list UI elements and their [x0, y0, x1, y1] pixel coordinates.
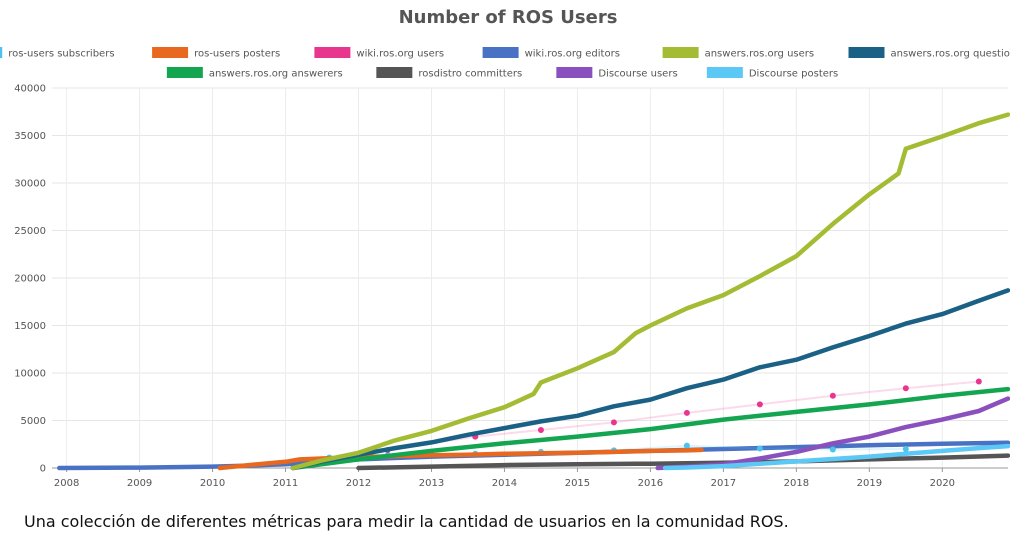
series-answers-ros-org-users — [290, 112, 1010, 471]
y-tick-label: 10000 — [14, 369, 46, 380]
data-point — [902, 446, 909, 452]
series-line — [662, 443, 1010, 471]
legend-item-wiki-ros-org-users[interactable]: wiki.ros.org users — [314, 47, 444, 60]
data-point — [829, 392, 836, 399]
legend-swatch — [314, 47, 351, 58]
legend-label: wiki.ros.org users — [356, 49, 444, 60]
data-point — [756, 445, 763, 452]
series-line — [290, 386, 1010, 471]
series-line — [356, 453, 1010, 471]
x-tick-label: 2014 — [492, 478, 517, 489]
legend-item-wiki-ros-org-editors[interactable]: wiki.ros.org editors — [482, 47, 620, 60]
legend-label: ros-users posters — [194, 49, 280, 60]
series-rosdistro-committers — [356, 453, 1010, 471]
legend-item-rosdistro-committers[interactable]: rosdistro committers — [376, 67, 522, 80]
axes: 0 5000 10000 15000 20000 25000 30000 35000 40000… — [14, 84, 1008, 489]
x-tick-label: 2018 — [784, 478, 809, 489]
legend-label: rosdistro committers — [418, 69, 522, 80]
series-wiki-ros-org-users — [384, 378, 982, 453]
series-line — [290, 112, 1010, 471]
series-line — [290, 288, 1010, 471]
legend-swatch — [0, 47, 3, 58]
legend-item-answers-ros-org-questioners[interactable]: answers.ros.org questioners — [848, 47, 1010, 60]
data-point — [683, 409, 690, 416]
legend: ros-users subscribers ros-users posters wi… — [0, 47, 1010, 80]
y-tick-label: 30000 — [14, 179, 46, 190]
x-tick-label: 2013 — [419, 478, 444, 489]
legend-label: wiki.ros.org editors — [525, 49, 620, 60]
legend-swatch — [152, 47, 189, 58]
legend-swatch — [662, 47, 699, 58]
legend-item-answers-ros-org-users[interactable]: answers.ros.org users — [662, 47, 815, 60]
x-tick-label: 2017 — [711, 478, 736, 489]
legend-label: ros-users subscribers — [8, 49, 114, 60]
x-tick-label: 2009 — [127, 478, 152, 489]
y-tick-label: 25000 — [14, 226, 46, 237]
legend-swatch — [482, 47, 519, 58]
series-line — [217, 447, 704, 471]
series-answers-ros-org-questioners — [290, 288, 1010, 471]
legend-item-discourse-posters[interactable]: Discourse posters — [706, 67, 838, 80]
legend-swatch — [706, 67, 743, 78]
data-point — [902, 385, 909, 392]
legend-label: Discourse posters — [749, 69, 838, 80]
legend-item-answers-ros-org-answerers[interactable]: answers.ros.org answerers — [166, 67, 343, 80]
legend-item-ros-users-posters[interactable]: ros-users posters — [152, 47, 280, 60]
x-tick-label: 2016 — [638, 478, 663, 489]
legend-swatch — [556, 67, 593, 78]
x-tick-label: 2015 — [565, 478, 590, 489]
data-point — [683, 442, 690, 449]
grid — [52, 87, 1008, 469]
x-tick-label: 2020 — [930, 478, 955, 489]
x-tick-label: 2010 — [200, 478, 225, 489]
x-tick-label: 2011 — [273, 478, 298, 489]
x-tick-label: 2008 — [54, 478, 79, 489]
legend-label: answers.ros.org questioners — [891, 49, 1010, 60]
legend-label: answers.ros.org answerers — [209, 69, 343, 80]
line-chart: Number of ROS Users ros-users subscriber… — [0, 7, 1010, 489]
legend-swatch — [166, 67, 203, 78]
legend-item-ros-users-subscribers[interactable]: ros-users subscribers — [0, 47, 115, 60]
series-discourse-posters — [662, 443, 1010, 471]
figure-caption: Una colección de diferentes métricas par… — [24, 512, 789, 531]
data-point — [756, 401, 763, 408]
x-tick-label: 2012 — [346, 478, 371, 489]
y-tick-label: 20000 — [14, 274, 46, 285]
data-point — [610, 419, 617, 426]
plot-area — [57, 112, 1010, 471]
y-tick-label: 15000 — [14, 321, 46, 332]
legend-label: answers.ros.org users — [705, 49, 815, 60]
series-ros-users-posters — [217, 447, 704, 471]
legend-swatch — [848, 47, 885, 58]
y-tick-label: 40000 — [14, 84, 46, 95]
data-point — [829, 446, 836, 453]
y-tick-label: 0 — [40, 464, 46, 475]
y-tick-label: 35000 — [14, 131, 46, 142]
data-point — [537, 427, 544, 433]
series-answers-ros-org-answerers — [290, 386, 1010, 471]
legend-swatch — [376, 67, 413, 78]
x-tick-label: 2019 — [857, 478, 882, 489]
legend-label: Discourse users — [598, 69, 677, 80]
legend-item-discourse-users[interactable]: Discourse users — [556, 67, 678, 80]
data-point — [975, 378, 982, 385]
chart-title: Number of ROS Users — [399, 7, 618, 28]
y-tick-label: 5000 — [21, 416, 46, 427]
